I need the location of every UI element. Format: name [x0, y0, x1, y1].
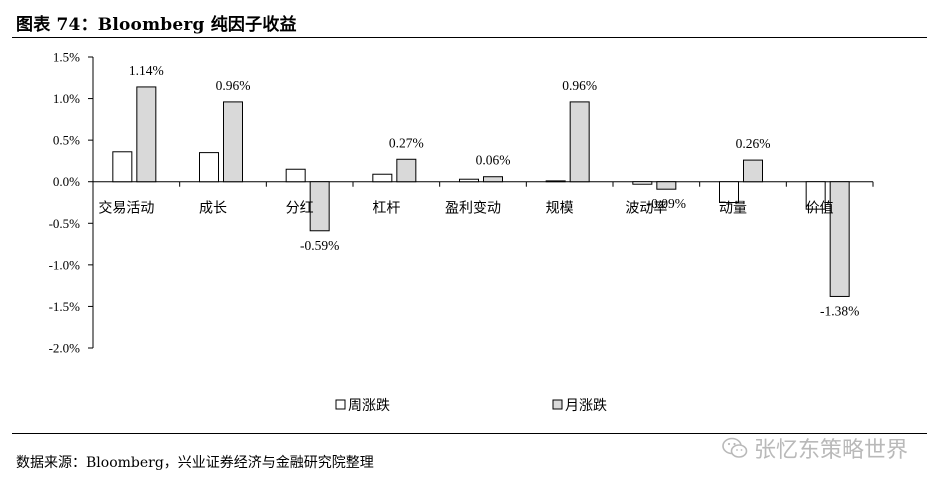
data-label: -0.59%	[300, 238, 339, 253]
monthly-bar	[743, 159, 763, 183]
source-divider	[12, 433, 927, 434]
data-label: 0.26%	[736, 136, 771, 151]
title-divider	[12, 37, 927, 38]
legend-monthly-label: 月涨跌	[565, 398, 607, 414]
y-tick-label: -2.0%	[49, 341, 81, 356]
data-label: 0.96%	[562, 78, 597, 93]
weekly-bar	[545, 180, 566, 183]
weekly-bar	[632, 181, 653, 185]
y-tick-label: -1.0%	[49, 257, 81, 272]
y-tick-label: -1.5%	[49, 299, 81, 314]
monthly-bar	[656, 181, 677, 190]
weekly-bar	[199, 152, 219, 183]
x-category-label: 交易活动	[98, 200, 154, 217]
data-label: -1.38%	[820, 303, 859, 318]
x-category-label: 成长	[199, 201, 227, 217]
monthly-bar	[136, 86, 157, 183]
y-tick-label: 0.5%	[53, 133, 80, 148]
data-label: 1.14%	[129, 63, 164, 78]
monthly-bar	[223, 101, 243, 183]
legend-monthly-swatch	[552, 399, 563, 410]
source-note: 数据来源：Bloomberg，兴业证券经济与金融研究院整理	[16, 455, 374, 471]
x-category-label: 杠杆	[372, 201, 400, 217]
monthly-bar	[569, 101, 590, 183]
monthly-bar	[309, 181, 330, 232]
x-category-label: 动量	[719, 201, 747, 217]
legend-weekly-swatch	[335, 399, 346, 410]
y-tick-label: 1.5%	[53, 50, 80, 65]
weekly-bar	[719, 181, 739, 203]
weekly-bar	[459, 178, 479, 183]
x-category-label: 价值	[806, 201, 834, 217]
monthly-bar	[396, 158, 417, 183]
weekly-bar	[805, 181, 826, 210]
data-label: 0.06%	[476, 153, 511, 168]
data-label: 0.27%	[389, 135, 424, 150]
weekly-bar	[112, 151, 133, 183]
weekly-bar	[372, 173, 393, 183]
wechat-icon	[722, 437, 748, 458]
y-tick-label: 0.0%	[53, 174, 80, 189]
x-category-label: 盈利变动	[445, 201, 501, 217]
legend-weekly-label: 周涨跌	[348, 398, 390, 414]
x-category-label: 规模	[546, 201, 574, 217]
chart-title: 图表 74：Bloomberg 纯因子收益	[16, 15, 297, 35]
data-label: -0.09%	[647, 196, 686, 211]
x-category-label: 波动率	[625, 200, 667, 217]
y-tick-label: -0.5%	[49, 216, 81, 231]
watermark: 张忆东策略世界	[722, 432, 908, 464]
monthly-bar	[829, 181, 850, 297]
y-tick-label: 1.0%	[53, 91, 80, 106]
weekly-bar	[285, 168, 306, 183]
monthly-bar	[483, 176, 503, 183]
x-category-label: 分红	[286, 201, 314, 217]
data-label: 0.96%	[216, 78, 251, 93]
watermark-text: 张忆东策略世界	[754, 438, 909, 463]
